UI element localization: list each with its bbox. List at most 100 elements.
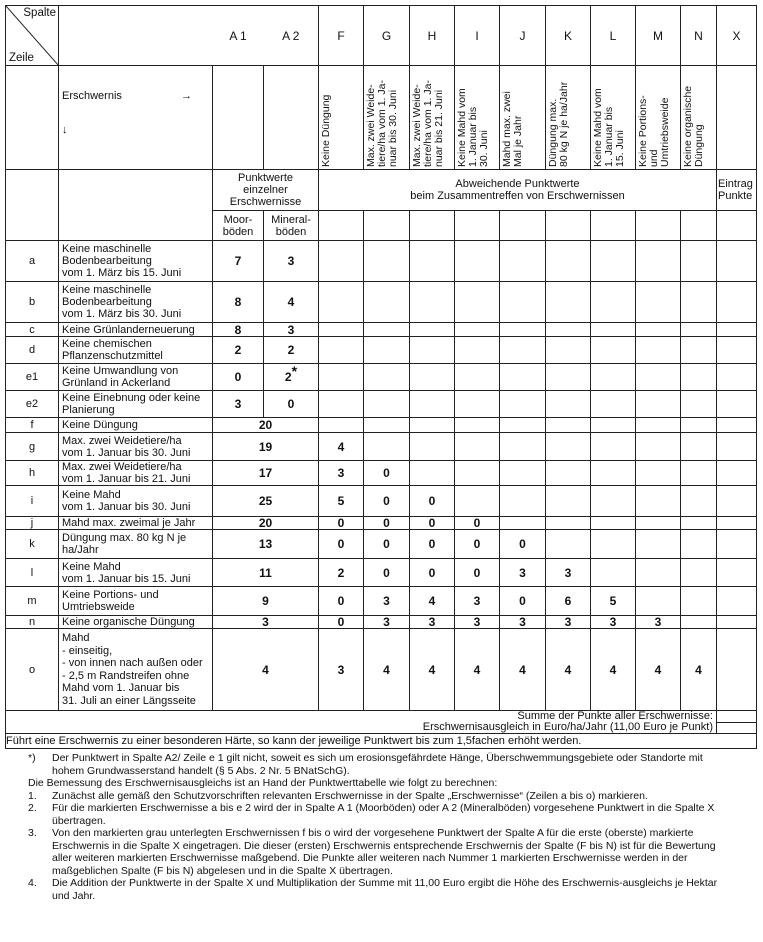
value-f: 2 bbox=[318, 558, 364, 587]
value-j: 0 bbox=[499, 529, 546, 559]
value-x[interactable] bbox=[716, 485, 757, 517]
blank-cell bbox=[499, 390, 546, 418]
blank-cell bbox=[635, 586, 681, 616]
sum-x[interactable] bbox=[716, 710, 757, 723]
col-desc-n: Keine organische Düngung bbox=[680, 65, 717, 170]
haerte-row: Führt eine Erschwernis zu einer besonder… bbox=[5, 733, 757, 749]
col-header-n: N bbox=[680, 5, 717, 66]
value: 2 bbox=[284, 370, 292, 384]
blank-cell bbox=[716, 322, 757, 337]
blank-cell bbox=[545, 529, 591, 559]
value-x[interactable] bbox=[716, 529, 757, 559]
value-x[interactable] bbox=[716, 586, 757, 616]
value-x[interactable] bbox=[716, 615, 757, 629]
blank-cell bbox=[680, 485, 717, 517]
blank-cell bbox=[409, 210, 455, 241]
value-a: 13 bbox=[212, 529, 319, 559]
value-x[interactable] bbox=[716, 432, 757, 461]
value-k: 3 bbox=[545, 615, 591, 629]
blank-cell bbox=[454, 363, 500, 391]
value-k: 6 bbox=[545, 586, 591, 616]
blank-cell bbox=[454, 390, 500, 418]
blank-cell bbox=[635, 529, 681, 559]
value-x[interactable] bbox=[716, 460, 757, 486]
blank-cell bbox=[680, 336, 717, 364]
value-f: 0 bbox=[318, 516, 364, 530]
blank-cell bbox=[635, 322, 681, 337]
blank-cell bbox=[680, 363, 717, 391]
blank-cell bbox=[409, 390, 455, 418]
value-a1: 0 bbox=[212, 363, 264, 391]
blank-cell bbox=[590, 322, 636, 337]
footnote-marker: * bbox=[291, 363, 298, 379]
value-l: 5 bbox=[590, 586, 636, 616]
row-id: l bbox=[5, 558, 59, 587]
row-id: d bbox=[5, 336, 59, 364]
blank-cell bbox=[635, 281, 681, 323]
blank-cell bbox=[635, 363, 681, 391]
row-id: k bbox=[5, 529, 59, 559]
row-id: a bbox=[5, 240, 59, 282]
value-x[interactable] bbox=[716, 628, 757, 711]
blank-cell bbox=[716, 210, 757, 241]
blank-cell bbox=[590, 529, 636, 559]
euro-x[interactable] bbox=[716, 721, 757, 734]
footnote-mark: *) bbox=[28, 752, 36, 764]
blank-cell bbox=[499, 460, 546, 486]
blank-cell bbox=[680, 281, 717, 323]
value-j: 3 bbox=[499, 615, 546, 629]
blank-cell bbox=[716, 390, 757, 418]
blank-cell bbox=[590, 460, 636, 486]
blank-cell bbox=[499, 485, 546, 517]
value-i: 0 bbox=[454, 516, 500, 530]
zeile-label: Zeile bbox=[9, 52, 34, 64]
blank-cell bbox=[680, 586, 717, 616]
rotated-label: Düngung max. 80 kg N je ha/Jahr bbox=[547, 81, 570, 167]
blank-cell bbox=[545, 417, 591, 433]
blank-cell bbox=[590, 485, 636, 517]
value-k: 4 bbox=[545, 628, 591, 711]
blank-cell bbox=[716, 363, 757, 391]
notes: *) Der Punktwert in Spalte A2/ Zeile e 1 … bbox=[6, 752, 726, 902]
value-x[interactable] bbox=[716, 417, 757, 433]
table-row: e1 Keine Umwandlung von Grünland in Acker… bbox=[5, 363, 757, 391]
table-row: o Mahd - einseitig, - von innen nach auße… bbox=[5, 628, 757, 711]
col-desc-g: Max. zwei Weide- tiere/ha vom 1. Ja- nua… bbox=[363, 65, 410, 170]
intro-text: Die Bemessung des Erschwernisausgleichs … bbox=[28, 777, 498, 789]
row-text: Keine maschinelle Bodenbearbeitung vom 1… bbox=[58, 240, 213, 282]
blank-cell bbox=[716, 65, 757, 170]
arrow-right-icon: → bbox=[181, 90, 192, 102]
value-h: 4 bbox=[409, 586, 455, 616]
blank-cell bbox=[680, 390, 717, 418]
value-x[interactable] bbox=[716, 516, 757, 530]
value-a2: 4 bbox=[263, 281, 319, 323]
blank-cell bbox=[635, 336, 681, 364]
diagonal-line bbox=[6, 6, 58, 65]
blank-cell bbox=[499, 210, 546, 241]
table-row: c Keine Grünlanderneuerung 8 3 bbox=[5, 322, 757, 337]
row-text: Keine Mahd vom 1. Januar bis 30. Juni bbox=[58, 485, 213, 517]
corner-cell: Spalte Zeile bbox=[5, 5, 59, 66]
row-id: m bbox=[5, 586, 59, 616]
step-text: Für die markierten Erschwernisse a bis e… bbox=[52, 802, 715, 827]
value-a: 17 bbox=[212, 460, 319, 486]
value-x[interactable] bbox=[716, 558, 757, 587]
row-id: c bbox=[5, 322, 59, 337]
blank-cell bbox=[212, 65, 264, 170]
value-n: 4 bbox=[680, 628, 717, 711]
blank-cell bbox=[635, 240, 681, 282]
blank-cell bbox=[363, 210, 410, 241]
blank-cell bbox=[318, 240, 364, 282]
blank-cell bbox=[590, 210, 636, 241]
value-a: 11 bbox=[212, 558, 319, 587]
table-row: d Keine chemischen Pflanzenschutzmittel 2 2 bbox=[5, 336, 757, 364]
value-f: 0 bbox=[318, 586, 364, 616]
blank-cell bbox=[5, 169, 59, 241]
blank-cell bbox=[58, 169, 213, 241]
blank-cell bbox=[263, 65, 319, 170]
blank-cell bbox=[363, 281, 410, 323]
blank-cell bbox=[716, 281, 757, 323]
blank-cell bbox=[409, 336, 455, 364]
value-f: 4 bbox=[318, 432, 364, 461]
col-a2-header: A 2 bbox=[263, 5, 319, 66]
